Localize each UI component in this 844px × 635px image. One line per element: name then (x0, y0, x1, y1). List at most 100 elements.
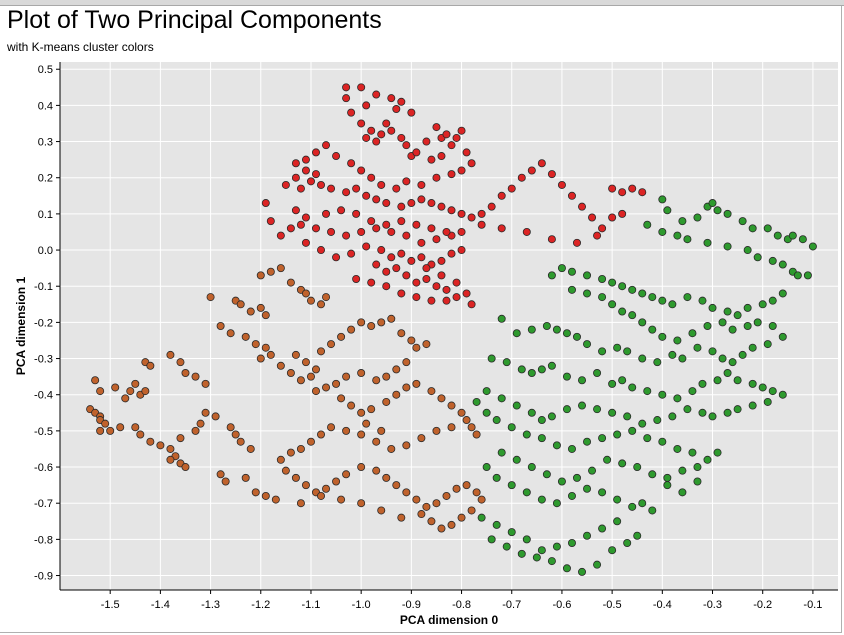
scatter-point-cluster-0 (387, 126, 396, 135)
scatter-point-cluster-0 (387, 94, 396, 103)
scatter-point-cluster-0 (276, 231, 285, 240)
scatter-point-cluster-1 (141, 387, 150, 396)
scatter-point-cluster-0 (527, 166, 536, 175)
scatter-point-cluster-2 (537, 365, 546, 374)
scatter-point-cluster-1 (442, 491, 451, 500)
scatter-point-cluster-2 (693, 477, 702, 486)
scatter-point-cluster-1 (392, 365, 401, 374)
scatter-point-cluster-2 (648, 506, 657, 515)
scatter-point-cluster-1 (387, 314, 396, 323)
scatter-point-cluster-0 (593, 231, 602, 240)
scatter-point-cluster-1 (342, 372, 351, 381)
scatter-point-cluster-2 (542, 470, 551, 479)
scatter-point-cluster-0 (497, 191, 506, 200)
scatter-point-cluster-1 (372, 437, 381, 446)
scatter-point-cluster-1 (176, 358, 185, 367)
scatter-point-cluster-2 (507, 528, 516, 537)
scatter-point-cluster-2 (748, 379, 757, 388)
scatter-point-cluster-2 (648, 293, 657, 302)
scatter-point-cluster-2 (618, 307, 627, 316)
scatter-point-cluster-0 (447, 170, 456, 179)
scatter-point-cluster-1 (422, 340, 431, 349)
scatter-point-cluster-2 (552, 325, 561, 334)
scatter-point-cluster-1 (377, 506, 386, 515)
scatter-point-cluster-1 (412, 343, 421, 352)
scatter-point-cluster-1 (472, 430, 481, 439)
scatter-point-cluster-2 (723, 408, 732, 417)
scatter-point-cluster-1 (372, 376, 381, 385)
scatter-point-cluster-2 (768, 296, 777, 305)
x-tick-label: -1.4 (151, 599, 170, 611)
scatter-point-cluster-2 (788, 231, 797, 240)
scatter-point-cluster-2 (738, 217, 747, 226)
y-tick-label: -0.7 (34, 498, 53, 510)
scatter-point-cluster-0 (422, 137, 431, 146)
scatter-point-cluster-1 (246, 307, 255, 316)
scatter-point-cluster-1 (121, 394, 130, 403)
scatter-point-cluster-2 (578, 567, 587, 576)
scatter-point-cluster-0 (467, 159, 476, 168)
scatter-point-cluster-1 (427, 387, 436, 396)
scatter-point-cluster-2 (663, 206, 672, 215)
scatter-point-cluster-0 (342, 188, 351, 197)
scatter-point-cluster-1 (306, 372, 315, 381)
scatter-point-cluster-2 (778, 289, 787, 298)
scatter-point-cluster-2 (557, 264, 566, 273)
scatter-point-cluster-2 (703, 321, 712, 330)
scatter-point-cluster-2 (547, 271, 556, 280)
scatter-point-cluster-2 (638, 499, 647, 508)
scatter-point-cluster-1 (392, 481, 401, 490)
y-tick-label: -0.5 (34, 426, 53, 438)
scatter-point-cluster-0 (311, 148, 320, 157)
scatter-point-cluster-2 (527, 408, 536, 417)
scatter-point-cluster-0 (618, 209, 627, 218)
scatter-point-cluster-0 (432, 123, 441, 132)
x-tick-label: -0.2 (753, 599, 772, 611)
scatter-point-cluster-2 (613, 517, 622, 526)
x-axis-label: PCA dimension 0 (400, 613, 499, 627)
scatter-point-cluster-0 (522, 227, 531, 236)
scatter-point-cluster-0 (497, 224, 506, 233)
chart-subtitle: with K-means cluster colors (7, 40, 154, 54)
scatter-point-cluster-0 (417, 195, 426, 204)
scatter-point-cluster-1 (296, 376, 305, 385)
scatter-point-cluster-2 (583, 531, 592, 540)
scatter-point-cluster-1 (427, 517, 436, 526)
y-tick-label: -0.1 (34, 281, 53, 293)
scatter-point-cluster-1 (372, 466, 381, 475)
scatter-point-cluster-2 (628, 426, 637, 435)
scatter-point-cluster-0 (392, 264, 401, 273)
scatter-point-cluster-0 (457, 166, 466, 175)
scatter-point-cluster-1 (437, 394, 446, 403)
scatter-point-cluster-0 (417, 238, 426, 247)
scatter-point-cluster-2 (798, 235, 807, 244)
scatter-point-cluster-1 (392, 390, 401, 399)
scatter-point-cluster-0 (397, 289, 406, 298)
scatter-point-cluster-0 (442, 227, 451, 236)
scatter-point-cluster-2 (713, 448, 722, 457)
scatter-point-cluster-2 (723, 307, 732, 316)
scatter-point-cluster-0 (357, 119, 366, 128)
scatter-point-cluster-1 (256, 303, 265, 312)
scatter-point-cluster-0 (367, 126, 376, 135)
scatter-point-cluster-0 (397, 202, 406, 211)
scatter-point-cluster-2 (638, 419, 647, 428)
scatter-point-cluster-2 (708, 347, 717, 356)
y-tick-label: -0.4 (34, 390, 53, 402)
scatter-point-cluster-1 (231, 430, 240, 439)
scatter-point-cluster-0 (332, 152, 341, 161)
scatter-point-cluster-1 (191, 426, 200, 435)
scatter-point-cluster-2 (763, 340, 772, 349)
scatter-point-cluster-2 (567, 267, 576, 276)
x-tick-label: -0.5 (603, 599, 622, 611)
scatter-point-cluster-2 (507, 423, 516, 432)
scatter-point-cluster-1 (271, 495, 280, 504)
scatter-point-cluster-2 (583, 437, 592, 446)
scatter-point-cluster-1 (106, 426, 115, 435)
scatter-point-cluster-0 (372, 224, 381, 233)
scatter-point-cluster-0 (422, 274, 431, 283)
scatter-point-cluster-2 (743, 246, 752, 255)
scatter-point-cluster-0 (367, 173, 376, 182)
scatter-point-cluster-0 (402, 231, 411, 240)
scatter-point-cluster-1 (286, 369, 295, 378)
